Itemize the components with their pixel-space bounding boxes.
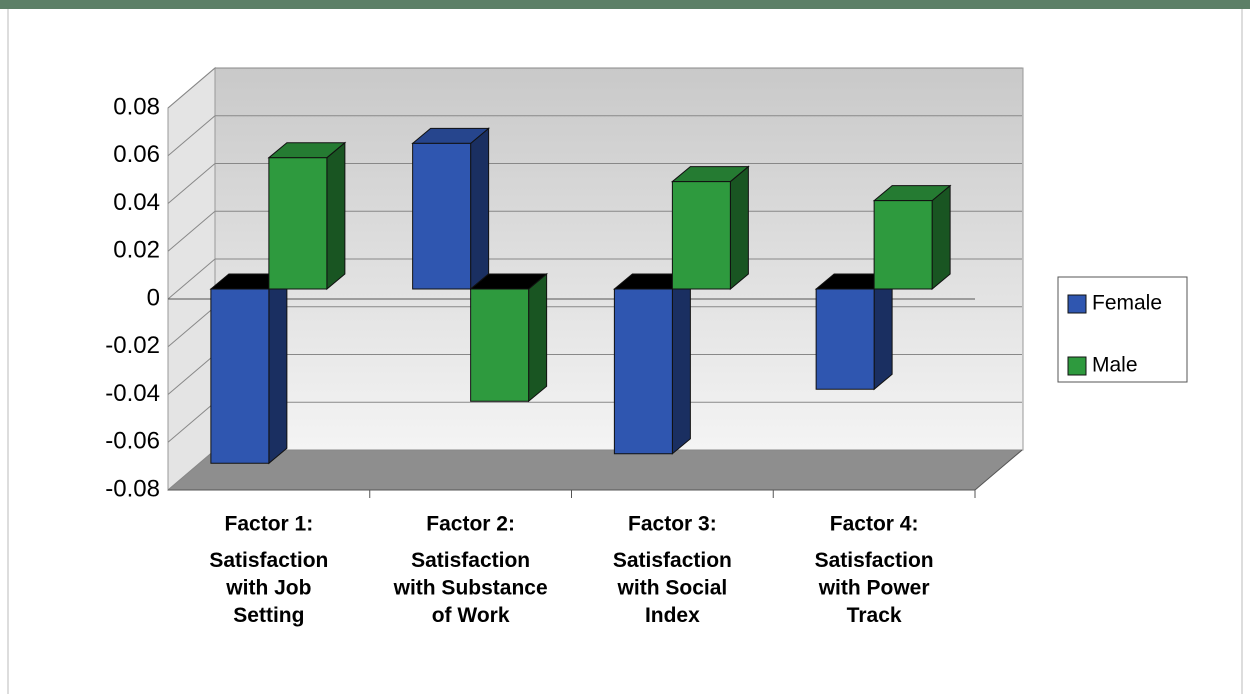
bar [872, 184, 952, 291]
grid-line-side [167, 163, 216, 204]
bar-side [873, 272, 893, 391]
grid-line-side [167, 401, 216, 443]
y-tick-label: -0.06 [105, 428, 160, 455]
x-tick-label: Factor 1: [225, 513, 314, 536]
bar-side [326, 141, 346, 291]
grid-line-side [167, 67, 216, 109]
x-tick-sublabel: with Substance [393, 577, 548, 600]
y-tick-label: -0.04 [105, 380, 160, 407]
grid-line-side [167, 449, 216, 491]
x-tick-sublabel: of Work [432, 604, 510, 627]
legend-swatch [1067, 356, 1087, 376]
top-band [0, 0, 1250, 9]
legend-swatch [1067, 294, 1087, 314]
y-tick-label: 0.02 [113, 237, 160, 264]
y-tick-label: 0.06 [113, 141, 160, 168]
x-tick-sublabel: with Social [617, 577, 728, 600]
bar-front [873, 200, 933, 290]
grid-line-side [167, 258, 216, 300]
grid-line-side [167, 115, 216, 157]
bar-side [268, 272, 288, 465]
bar-front [412, 142, 472, 290]
bar-side [470, 127, 490, 291]
bar-side [528, 272, 548, 403]
bar-side [931, 184, 951, 291]
bar-front [268, 157, 328, 290]
bar-front [671, 181, 731, 290]
x-tick-sublabel: Satisfaction [209, 549, 328, 572]
x-tick-label: Factor 4: [830, 513, 919, 536]
legend-label: Male [1092, 354, 1138, 377]
bar [411, 127, 491, 291]
x-tick-sublabel: with Power [818, 577, 930, 600]
y-tick-label: 0 [147, 284, 160, 311]
x-axis-depth [974, 449, 1023, 491]
x-tick-sublabel: with Job [225, 577, 311, 600]
bar-front [210, 288, 270, 464]
bar-front [815, 288, 875, 390]
x-tick-sublabel: Track [847, 604, 902, 627]
floor [168, 450, 1023, 490]
x-tick-sublabel: Satisfaction [613, 549, 732, 572]
bar [814, 272, 894, 391]
bar [267, 141, 347, 291]
grid-line-side [167, 210, 216, 252]
y-tick-label: -0.02 [105, 332, 160, 359]
bar [209, 272, 289, 465]
bar-side [729, 165, 749, 291]
y-tick-label: 0.08 [113, 93, 160, 120]
bar [612, 272, 692, 455]
y-tick-label: 0.04 [113, 189, 160, 216]
legend-label: Female [1092, 292, 1162, 315]
bar-front [613, 288, 673, 455]
x-tick-sublabel: Setting [233, 604, 304, 627]
x-tick-sublabel: Satisfaction [815, 549, 934, 572]
bar [670, 165, 750, 291]
y-tick-label: -0.08 [105, 475, 160, 502]
bar-side [671, 272, 691, 455]
grid-line-side [167, 306, 216, 348]
bar [469, 272, 549, 403]
x-tick-label: Factor 2: [426, 513, 515, 536]
bar-front [470, 288, 530, 402]
grid-line-side [167, 354, 216, 395]
x-tick-sublabel: Index [645, 604, 700, 627]
x-tick-sublabel: Satisfaction [411, 549, 530, 572]
x-tick-label: Factor 3: [628, 513, 717, 536]
